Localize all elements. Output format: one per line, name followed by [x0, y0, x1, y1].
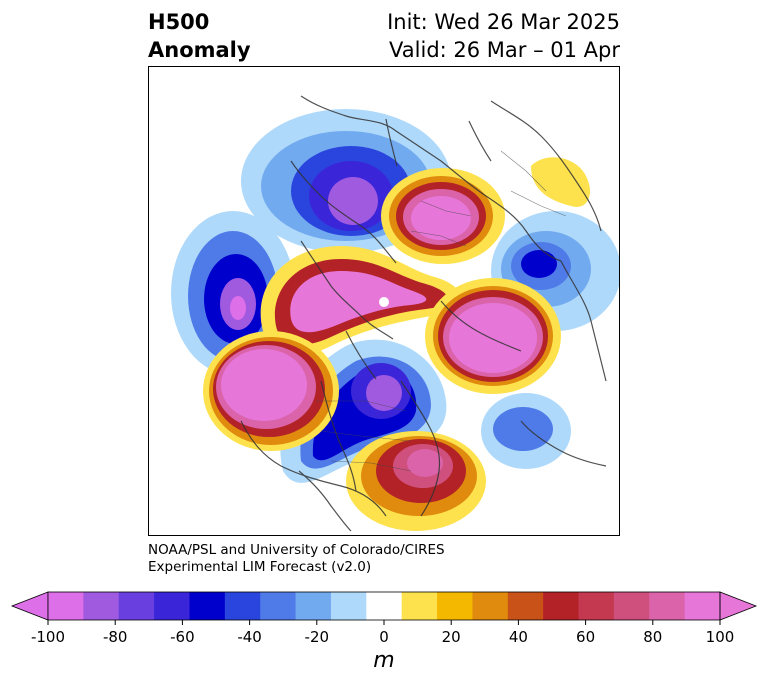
colorbar-tick-label: 80 — [643, 628, 663, 646]
colorbar-tick-label: 40 — [508, 628, 528, 646]
credit-text: NOAA/PSL and University of Colorado/CIRE… — [148, 542, 445, 576]
title-right: Init: Wed 26 Mar 2025 Valid: 26 Mar – 01… — [387, 8, 620, 64]
credit-line-1: NOAA/PSL and University of Colorado/CIRE… — [148, 542, 445, 558]
colorbar-swatch — [507, 592, 544, 620]
colorbar-swatch — [189, 592, 226, 620]
credit-line-2: Experimental LIM Forecast (v2.0) — [148, 559, 372, 575]
colorbar-tick-label: 60 — [576, 628, 596, 646]
colorbar-swatch — [154, 592, 190, 620]
anomaly-pos-polar-band — [260, 246, 461, 356]
anomaly-pos-centralasia — [425, 278, 561, 394]
colorbar-swatch — [330, 592, 367, 620]
anomaly-pos-westatlantic — [346, 431, 486, 531]
anomaly-pos-alaska — [203, 331, 339, 451]
anomaly-pos-westsiberia — [531, 157, 591, 207]
colorbar-tick-label: 20 — [441, 628, 461, 646]
colorbar — [10, 591, 758, 625]
anomaly-neg-easteurope — [481, 393, 571, 469]
colorbar-tick-label: 100 — [705, 628, 735, 646]
coastlines — [240, 95, 607, 532]
colorbar-swatch — [118, 592, 155, 620]
anomaly-pos-greenland — [381, 168, 505, 264]
borders — [316, 150, 567, 472]
colorbar-swatch — [83, 592, 120, 620]
colorbar-swatch — [649, 592, 686, 620]
map-svg — [149, 95, 619, 532]
valid-range: Valid: 26 Mar – 01 Apr — [389, 38, 620, 62]
anomaly-map — [148, 66, 620, 536]
colorbar-tick-label: -80 — [102, 628, 128, 646]
init-date: Init: Wed 26 Mar 2025 — [387, 10, 620, 34]
colorbar-swatch — [401, 592, 438, 620]
colorbar-tick-label: -40 — [237, 628, 262, 646]
north-pole-marker — [379, 297, 389, 307]
colorbar-swatch — [543, 592, 580, 620]
colorbar-under-arrow — [10, 591, 49, 621]
colorbar-swatch — [437, 592, 473, 620]
colorbar-swatch — [472, 592, 509, 620]
colorbar-swatch — [48, 592, 84, 620]
title-field-name: H500 — [148, 10, 210, 34]
colorbar-swatch — [613, 592, 650, 620]
colorbar-swatch — [224, 592, 261, 620]
colorbar-swatch — [684, 592, 721, 620]
colorbar-tick-label: 0 — [379, 628, 389, 646]
colorbar-swatch — [578, 592, 615, 620]
colorbar-over-arrow — [719, 591, 758, 621]
colorbar-swatch — [366, 592, 403, 620]
colorbar-swatch — [295, 592, 332, 620]
colorbar-unit: m — [373, 648, 395, 673]
colorbar-tick-label: -20 — [304, 628, 330, 646]
colorbar-tick-label: -100 — [30, 628, 66, 646]
title-left: H500 Anomaly — [148, 8, 251, 64]
colorbar-swatch — [260, 592, 297, 620]
colorbar-tick-label: -60 — [170, 628, 195, 646]
title-field-type: Anomaly — [148, 38, 251, 62]
